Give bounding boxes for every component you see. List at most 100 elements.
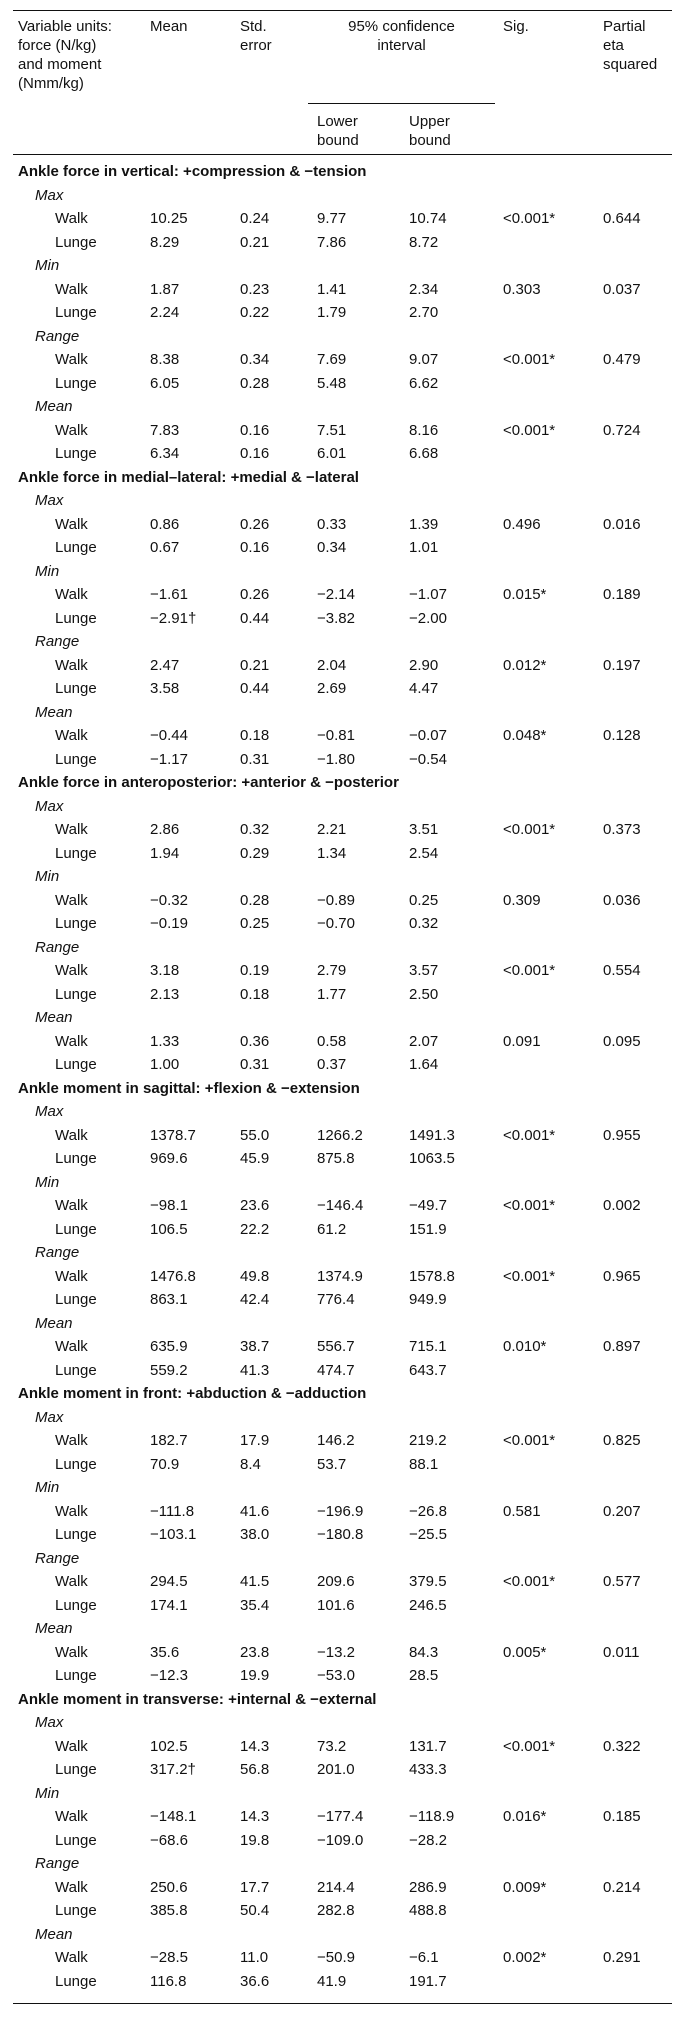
data-row: Lunge 106.5 22.2 61.2 151.9 — [13, 1218, 672, 1242]
cell-std-error: 0.36 — [240, 1032, 270, 1050]
cell-lower-bound: −13.2 — [317, 1643, 355, 1661]
condition-label: Lunge — [55, 1972, 97, 1990]
stat-label: Mean — [35, 1314, 73, 1332]
cell-upper-bound: 433.3 — [409, 1761, 447, 1778]
cell-std-error: 0.24 — [240, 210, 270, 227]
cell-mean: −103.1 — [150, 1526, 197, 1543]
cell-lower-bound: 41.9 — [317, 1972, 347, 1990]
cell-upper-bound: 8.16 — [409, 421, 439, 439]
cell-std-error: 23.8 — [240, 1643, 270, 1661]
condition-label: Walk — [55, 656, 88, 674]
cell-lower-bound: 1.79 — [317, 304, 347, 321]
data-row: Walk −98.1 23.6 −146.4 −49.7 <0.001* 0.002 — [13, 1194, 672, 1218]
cell-lower-bound: 146.2 — [317, 1432, 355, 1449]
cell-std-error: 0.44 — [240, 609, 270, 627]
stat-row: Mean — [13, 701, 672, 725]
cell-std-error: 19.9 — [240, 1667, 270, 1684]
section-label: Ankle moment in sagittal: +flexion & −ex… — [18, 1079, 360, 1097]
data-row: Lunge 6.34 0.16 6.01 6.68 — [13, 442, 672, 466]
header-bottom-rule — [13, 154, 672, 155]
cell-mean: −12.3 — [150, 1667, 188, 1684]
cell-eta: 0.128 — [603, 727, 641, 744]
condition-label: Lunge — [55, 844, 97, 862]
cell-upper-bound: 379.5 — [409, 1573, 447, 1590]
condition-label: Walk — [55, 1502, 88, 1520]
section-row: Ankle force in anteroposterior: +anterio… — [13, 771, 672, 795]
cell-lower-bound: −2.14 — [317, 586, 355, 603]
condition-label: Walk — [55, 1432, 88, 1449]
cell-upper-bound: −0.07 — [409, 727, 447, 744]
stat-row: Max — [13, 795, 672, 819]
cell-eta: 0.197 — [603, 656, 641, 674]
cell-lower-bound: −0.70 — [317, 915, 355, 932]
cell-mean: −0.32 — [150, 891, 188, 909]
cell-sig: 0.012* — [503, 656, 547, 674]
data-row: Walk −28.5 11.0 −50.9 −6.1 0.002* 0.291 — [13, 1946, 672, 1970]
data-row: Lunge −12.3 19.9 −53.0 28.5 — [13, 1664, 672, 1688]
stat-row: Min — [13, 1476, 672, 1500]
stat-row: Max — [13, 184, 672, 208]
cell-lower-bound: 556.7 — [317, 1338, 355, 1355]
condition-label: Walk — [55, 962, 88, 979]
cell-upper-bound: 191.7 — [409, 1972, 447, 1990]
cell-lower-bound: 875.8 — [317, 1150, 355, 1167]
cell-std-error: 0.32 — [240, 821, 270, 838]
col-header-eta: Partial eta squared — [603, 18, 658, 73]
cell-std-error: 0.28 — [240, 374, 270, 392]
cell-upper-bound: 1578.8 — [409, 1267, 455, 1285]
cell-lower-bound: 9.77 — [317, 210, 347, 227]
cell-lower-bound: 73.2 — [317, 1737, 347, 1755]
stat-label: Max — [35, 492, 64, 509]
data-row: Walk 294.5 41.5 209.6 379.5 <0.001* 0.577 — [13, 1570, 672, 1594]
cell-mean: 6.34 — [150, 445, 180, 462]
cell-sig: <0.001* — [503, 421, 556, 439]
data-row: Lunge 1.00 0.31 0.37 1.64 — [13, 1053, 672, 1077]
cell-mean: −0.19 — [150, 915, 188, 932]
cell-upper-bound: 1063.5 — [409, 1150, 455, 1167]
cell-std-error: 0.18 — [240, 985, 270, 1003]
cell-mean: −148.1 — [150, 1808, 197, 1825]
cell-std-error: 0.21 — [240, 656, 270, 674]
stat-label: Mean — [35, 703, 73, 721]
ci-header-rule — [308, 103, 495, 104]
condition-label: Walk — [55, 210, 88, 227]
cell-std-error: 0.31 — [240, 750, 270, 768]
data-row: Walk 182.7 17.9 146.2 219.2 <0.001* 0.825 — [13, 1429, 672, 1453]
cell-sig: 0.005* — [503, 1643, 547, 1661]
data-row: Walk 35.6 23.8 −13.2 84.3 0.005* 0.011 — [13, 1641, 672, 1665]
cell-std-error: 19.8 — [240, 1831, 270, 1849]
cell-upper-bound: −28.2 — [409, 1831, 447, 1849]
stat-label: Range — [35, 1855, 80, 1872]
cell-sig: <0.001* — [503, 351, 556, 368]
condition-label: Lunge — [55, 374, 97, 392]
stat-row: Range — [13, 1241, 672, 1265]
cell-eta: 0.644 — [603, 210, 641, 227]
section-label: Ankle force in anteroposterior: +anterio… — [18, 774, 399, 791]
cell-mean: −68.6 — [150, 1831, 188, 1849]
cell-lower-bound: 776.4 — [317, 1291, 355, 1308]
condition-label: Lunge — [55, 1291, 97, 1308]
cell-std-error: 0.19 — [240, 962, 270, 979]
cell-mean: 317.2† — [150, 1761, 196, 1778]
data-row: Lunge 70.9 8.4 53.7 88.1 — [13, 1453, 672, 1477]
cell-std-error: 0.28 — [240, 891, 270, 909]
cell-std-error: 0.26 — [240, 515, 270, 533]
data-row: Lunge 317.2† 56.8 201.0 433.3 — [13, 1758, 672, 1782]
col-header-lower-bound: Lower bound — [317, 113, 359, 149]
cell-mean: −28.5 — [150, 1949, 188, 1966]
cell-sig: 0.581 — [503, 1502, 541, 1520]
data-row: Lunge 116.8 36.6 41.9 191.7 — [13, 1970, 672, 1994]
data-row: Walk −1.61 0.26 −2.14 −1.07 0.015* 0.189 — [13, 583, 672, 607]
condition-label: Lunge — [55, 304, 97, 321]
cell-upper-bound: 3.51 — [409, 821, 439, 838]
condition-label: Lunge — [55, 1526, 97, 1543]
cell-sig: 0.496 — [503, 515, 541, 533]
data-row: Lunge 559.2 41.3 474.7 643.7 — [13, 1359, 672, 1383]
cell-sig: <0.001* — [503, 1573, 556, 1590]
cell-sig: 0.010* — [503, 1338, 547, 1355]
cell-mean: −111.8 — [150, 1502, 195, 1520]
cell-mean: −1.17 — [150, 750, 188, 768]
cell-std-error: 11.0 — [240, 1949, 269, 1966]
data-row: Lunge 2.24 0.22 1.79 2.70 — [13, 301, 672, 325]
cell-mean: 635.9 — [150, 1338, 188, 1355]
